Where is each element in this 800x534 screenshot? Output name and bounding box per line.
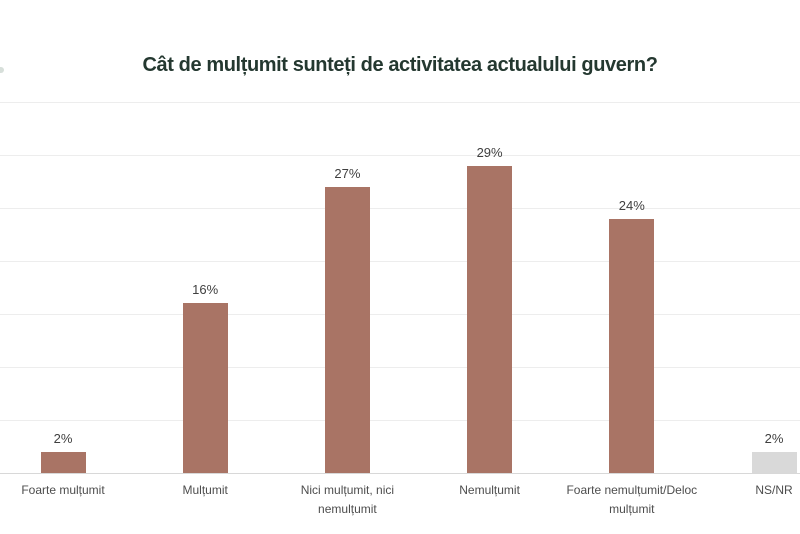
- x-axis-label: Foarte mulțumit: [21, 483, 105, 497]
- bar-value-label: 2%: [53, 430, 73, 446]
- bar: [609, 218, 655, 473]
- bar: [751, 451, 797, 473]
- x-axis-label: Nemulțumit: [459, 483, 520, 497]
- cropped-logo-fragment: [0, 67, 4, 73]
- gridline: [0, 420, 800, 421]
- gridline: [0, 155, 800, 156]
- gridline: [0, 367, 800, 368]
- x-axis-label: Foarte nemulțumit/Deloc mulțumit: [566, 483, 698, 516]
- gridline: [0, 102, 800, 103]
- bar-value-label: 16%: [192, 282, 219, 298]
- chart-title: Cât de mulțumit sunteți de activitatea a…: [142, 54, 658, 76]
- bar-value-label: 24%: [618, 197, 645, 213]
- bar-value-label: 2%: [764, 430, 784, 446]
- bar-value-label: 27%: [334, 165, 361, 181]
- gridline: [0, 261, 800, 262]
- bar: [40, 451, 86, 473]
- bar: [182, 303, 228, 473]
- bar-value-label: 29%: [476, 144, 503, 160]
- x-axis-baseline: [0, 473, 800, 474]
- x-axis-label: NS/NR: [755, 483, 793, 497]
- bar: [467, 165, 513, 473]
- x-axis-label: Nici mulțumit, nici nemulțumit: [300, 483, 395, 516]
- bar: [324, 186, 370, 473]
- gridline: [0, 208, 800, 209]
- x-axis-label: Mulțumit: [182, 483, 228, 497]
- gridline: [0, 314, 800, 315]
